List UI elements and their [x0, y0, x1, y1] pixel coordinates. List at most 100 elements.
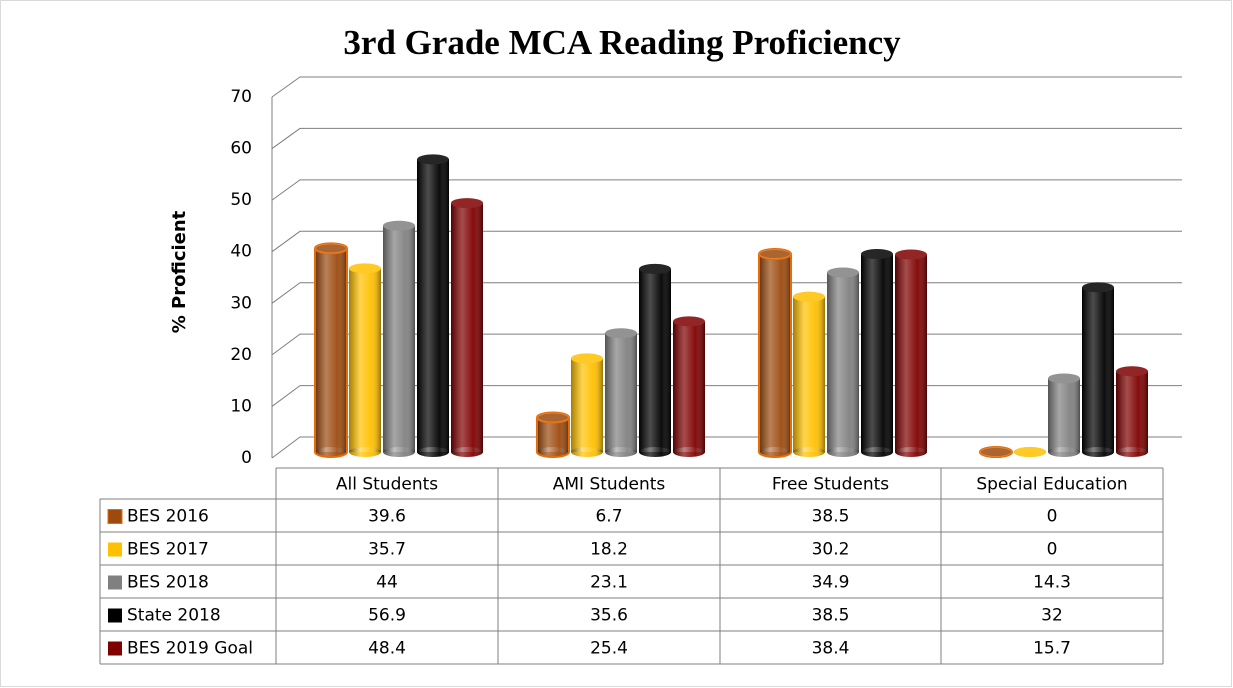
- bar-top: [673, 316, 705, 327]
- bar-top-shine: [673, 316, 705, 327]
- bar-shade: [451, 203, 483, 452]
- table-value: 23.1: [590, 573, 628, 593]
- table-value: 35.7: [368, 540, 406, 560]
- bar: [793, 291, 825, 457]
- bar-top-shine: [1082, 282, 1114, 293]
- chart-title: 3rd Grade MCA Reading Proficiency: [343, 23, 901, 62]
- bar-top-shine: [895, 249, 927, 260]
- bar: [571, 353, 603, 457]
- bar-top-shine: [315, 243, 347, 254]
- legend-label: BES 2016: [127, 507, 209, 527]
- bar: [895, 249, 927, 457]
- bar-shade: [417, 159, 449, 452]
- bar-top-shine: [1116, 366, 1148, 377]
- bar-base-shade: [537, 447, 569, 457]
- bar-top-shine: [537, 412, 569, 423]
- bar-base-shade: [759, 447, 791, 457]
- bar-outline: [536, 417, 570, 458]
- bar-top: [349, 263, 381, 274]
- y-tick-label: 40: [230, 242, 252, 262]
- legend-key: [108, 641, 122, 656]
- x-tick-label: Special Education: [976, 475, 1127, 495]
- y-tick-label: 10: [230, 396, 252, 416]
- table-value: 38.5: [812, 606, 850, 626]
- table-value: 48.4: [368, 639, 406, 659]
- bar-base-shade: [639, 447, 671, 457]
- table-value: 32: [1041, 606, 1063, 626]
- bar-base-shade: [793, 447, 825, 457]
- table-value: 6.7: [595, 507, 622, 527]
- bar: [383, 220, 415, 457]
- bar-shade: [793, 296, 825, 452]
- bar-top: [979, 446, 1013, 458]
- bar-outline: [758, 254, 792, 458]
- bar-shade: [673, 321, 705, 452]
- bar-top-shine: [793, 291, 825, 302]
- bar-top: [536, 411, 570, 424]
- table-value: 39.6: [368, 507, 406, 527]
- y-tick-label: 60: [230, 139, 252, 159]
- table-value: 14.3: [1033, 573, 1071, 593]
- x-tick-label: All Students: [336, 475, 438, 495]
- bar-base-shade: [1116, 447, 1148, 457]
- bar-shade: [1048, 378, 1080, 452]
- x-tick-label: AMI Students: [553, 475, 666, 495]
- bar: [1116, 366, 1148, 457]
- bar-top-shine: [605, 328, 637, 339]
- bar-shade: [639, 268, 671, 452]
- bar-top-shine: [639, 263, 671, 274]
- bar-top: [571, 353, 603, 364]
- bar-base-shade: [349, 447, 381, 457]
- legend-label: BES 2017: [127, 540, 209, 560]
- bar-top-shine: [861, 249, 893, 259]
- bar: [1082, 282, 1114, 457]
- table-value: 30.2: [812, 540, 850, 560]
- table-value: 56.9: [368, 606, 406, 626]
- table-value: 38.5: [812, 507, 850, 527]
- bar-top-shine: [1048, 373, 1080, 384]
- bar-outline: [314, 248, 348, 458]
- table-value: 35.6: [590, 606, 628, 626]
- bar-top: [451, 198, 483, 209]
- bar: [861, 249, 893, 457]
- bar-base-shade: [383, 447, 415, 457]
- bar-base-shade: [827, 447, 859, 457]
- bar-shade: [571, 358, 603, 452]
- bar-top: [1116, 366, 1148, 377]
- bar: [1048, 373, 1080, 457]
- bar-top: [383, 220, 415, 231]
- bar-base-shade: [571, 447, 603, 457]
- y-tick-label: 20: [230, 345, 252, 365]
- bar-top-shine: [980, 447, 1012, 457]
- y-tick-label: 70: [230, 87, 252, 107]
- bar: [827, 267, 859, 457]
- bar-base-shade: [605, 447, 637, 457]
- bar-top: [895, 249, 927, 260]
- bar: [673, 316, 705, 457]
- bar-base-shade: [673, 447, 705, 457]
- bar-top: [1082, 282, 1114, 293]
- bar-shade: [759, 254, 791, 452]
- bar-top: [605, 328, 637, 339]
- bar-shade: [315, 248, 347, 452]
- bar-shade: [1082, 287, 1114, 452]
- bar-top-shine: [827, 267, 859, 278]
- bar-top: [758, 248, 792, 260]
- bar-shade: [383, 225, 415, 452]
- bar-shade: [349, 268, 381, 452]
- bar-shade: [1116, 371, 1148, 452]
- bar: [314, 242, 348, 458]
- bar-top-shine: [349, 263, 381, 274]
- bar-top: [861, 249, 893, 259]
- legend-key: [108, 608, 122, 623]
- y-axis-label: % Proficient: [169, 210, 190, 333]
- bar: [1014, 447, 1046, 457]
- legend-key: [108, 542, 122, 557]
- bar-base-shade: [1082, 447, 1114, 457]
- bar-base-shade: [1048, 447, 1080, 457]
- table-value: 38.4: [812, 639, 850, 659]
- bar-top: [417, 154, 449, 165]
- bar-top: [1048, 373, 1080, 384]
- legend-label: BES 2019 Goal: [127, 639, 253, 659]
